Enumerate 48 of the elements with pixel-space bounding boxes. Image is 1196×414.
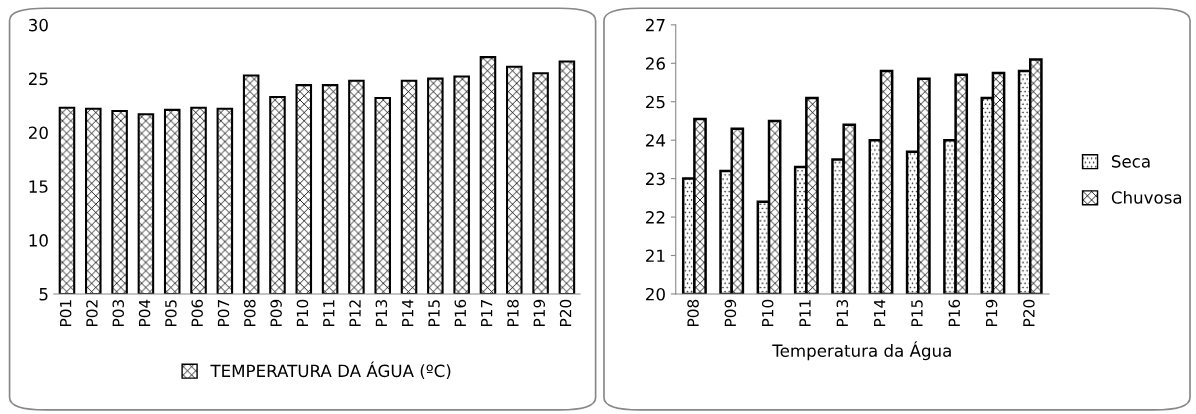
x-tick-label: P13 <box>836 300 849 326</box>
y-tick-label: 5 <box>39 288 48 301</box>
x-tick-label: P08 <box>687 299 699 326</box>
x-tick-label: P15 <box>911 300 923 326</box>
y-tick-label: 20 <box>646 287 665 301</box>
y-tick-label: 20 <box>28 126 48 140</box>
x-tick-label: P04 <box>138 299 151 326</box>
y-tick-label: 10 <box>29 234 48 247</box>
x-tick-label: P09 <box>724 299 737 326</box>
x-tick-label: P02 <box>86 300 98 326</box>
x-tick-label: P03 <box>112 300 125 326</box>
x-tick-label: P20 <box>1023 299 1035 326</box>
legend-label: Seca <box>1111 155 1150 168</box>
x-tick-label: P08 <box>244 299 256 326</box>
y-tick-label: 25 <box>28 72 48 86</box>
x-tick-label: P10 <box>296 299 309 326</box>
x-tick-label: P12 <box>349 300 361 326</box>
x-tick-label: P19 <box>985 299 998 326</box>
x-axis-title: Temperatura da Água <box>772 341 951 361</box>
x-tick-label: P01 <box>59 300 72 326</box>
y-tick-label: 22 <box>646 211 665 224</box>
x-tick-label: P14 <box>402 299 414 326</box>
y-tick-label: 30 <box>29 18 48 32</box>
x-tick-label: P20 <box>559 299 572 326</box>
y-tick-label: 24 <box>646 134 666 147</box>
x-tick-label: P18 <box>507 299 519 326</box>
x-tick-label: P10 <box>761 299 774 326</box>
x-tick-label: P07 <box>217 300 230 326</box>
y-tick-label: 15 <box>29 180 48 193</box>
x-tick-label: P17 <box>481 300 493 326</box>
y-tick-label: 27 <box>646 18 665 32</box>
y-tick-label: 21 <box>646 249 665 262</box>
x-tick-label: P13 <box>375 300 388 326</box>
x-tick-label: P06 <box>191 299 203 326</box>
x-tick-label: P15 <box>428 300 440 326</box>
y-tick-label: 26 <box>646 57 665 70</box>
y-tick-label: 23 <box>646 172 665 186</box>
x-tick-label: P05 <box>165 300 177 326</box>
x-tick-label: P16 <box>948 299 961 326</box>
x-tick-label: P11 <box>799 300 811 326</box>
legend-label: Chuvosa <box>1111 190 1182 204</box>
legend-label: TEMPERATURA DA ÁGUA (ºC) <box>210 361 451 380</box>
x-tick-label: P11 <box>323 300 335 326</box>
y-tick-label: 25 <box>646 95 665 109</box>
x-tick-label: P14 <box>874 299 886 326</box>
x-tick-label: P19 <box>533 299 546 326</box>
x-tick-label: P16 <box>454 299 467 326</box>
x-tick-label: P09 <box>270 299 282 326</box>
